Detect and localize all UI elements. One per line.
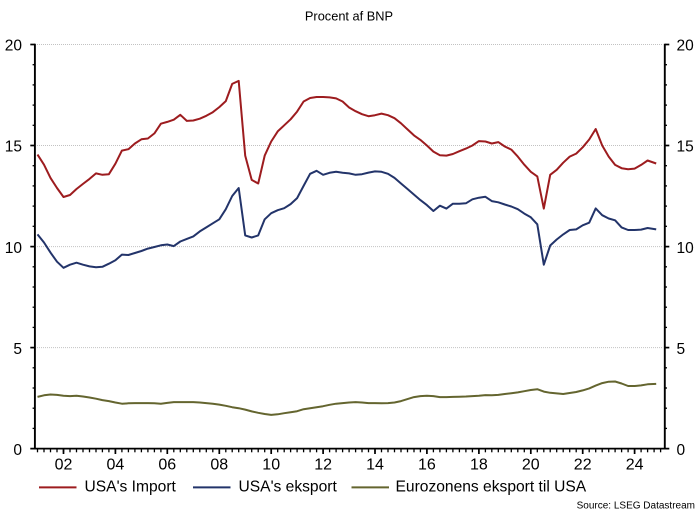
svg-text:02: 02 xyxy=(55,457,73,474)
svg-text:0: 0 xyxy=(677,442,686,459)
svg-text:USA's eksport: USA's eksport xyxy=(239,478,338,495)
svg-text:0: 0 xyxy=(13,442,22,459)
svg-text:06: 06 xyxy=(158,457,176,474)
svg-text:USA's Import: USA's Import xyxy=(85,478,177,495)
svg-text:20: 20 xyxy=(5,38,23,55)
svg-text:15: 15 xyxy=(677,139,694,156)
svg-text:12: 12 xyxy=(314,457,332,474)
svg-text:Eurozonens eksport til USA: Eurozonens eksport til USA xyxy=(396,478,587,495)
svg-text:Procent af BNP: Procent af BNP xyxy=(305,8,393,23)
svg-text:20: 20 xyxy=(522,457,540,474)
svg-text:18: 18 xyxy=(470,457,488,474)
svg-text:08: 08 xyxy=(210,457,228,474)
svg-text:16: 16 xyxy=(418,457,436,474)
svg-text:04: 04 xyxy=(107,457,125,474)
svg-text:10: 10 xyxy=(677,240,695,257)
svg-text:24: 24 xyxy=(626,457,644,474)
svg-text:14: 14 xyxy=(366,457,384,474)
svg-text:15: 15 xyxy=(5,139,22,156)
svg-text:10: 10 xyxy=(5,240,23,257)
svg-text:22: 22 xyxy=(574,457,592,474)
svg-text:20: 20 xyxy=(677,38,695,55)
svg-text:5: 5 xyxy=(13,341,22,358)
svg-text:Source: LSEG Datastream: Source: LSEG Datastream xyxy=(577,501,695,512)
svg-text:10: 10 xyxy=(262,457,280,474)
svg-text:5: 5 xyxy=(677,341,686,358)
